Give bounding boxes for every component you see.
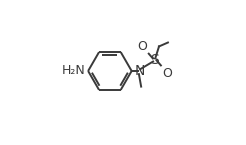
Text: H₂N: H₂N bbox=[62, 65, 85, 77]
Text: O: O bbox=[162, 67, 172, 79]
Text: O: O bbox=[138, 40, 147, 53]
Text: N: N bbox=[134, 64, 145, 78]
Text: S: S bbox=[150, 53, 159, 67]
